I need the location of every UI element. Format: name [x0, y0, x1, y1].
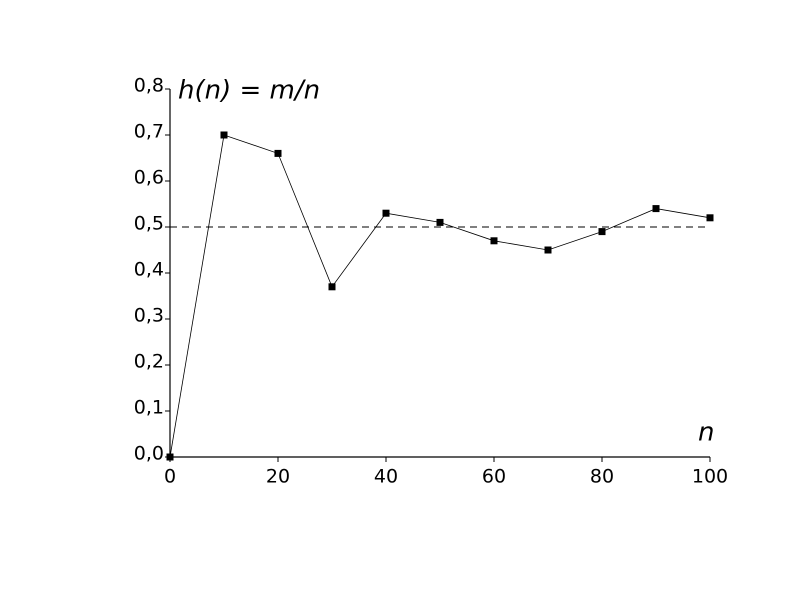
- y-axis-label: h(n) = m/n: [178, 76, 320, 106]
- y-tick-label: 0,7: [134, 121, 164, 143]
- data-line: [169, 134, 711, 458]
- y-tick-label: 0,1: [134, 397, 164, 419]
- y-tick-label: 0,8: [134, 75, 164, 97]
- data-point: [166, 453, 174, 461]
- x-tick-label: 40: [374, 466, 398, 488]
- x-tick-label: 100: [692, 466, 728, 488]
- data-point: [490, 237, 498, 245]
- x-tick-label: 60: [482, 466, 506, 488]
- y-tick-label: 0,2: [134, 351, 164, 373]
- data-point: [598, 228, 606, 236]
- data-point: [706, 214, 714, 222]
- data-point: [382, 209, 390, 217]
- x-axis-label: n: [698, 418, 714, 448]
- data-point: [436, 218, 444, 226]
- y-tick-label: 0,5: [134, 213, 164, 235]
- y-tick-label: 0,6: [134, 167, 164, 189]
- data-point: [652, 205, 660, 213]
- data-point: [274, 149, 282, 157]
- y-tick-label: 0,4: [134, 259, 164, 281]
- x-tick-label: 0: [164, 466, 176, 488]
- data-point: [220, 131, 228, 139]
- x-tick-label: 80: [590, 466, 614, 488]
- y-tick-label: 0,0: [134, 443, 164, 465]
- x-tick-label: 20: [266, 466, 290, 488]
- y-tick-label: 0,3: [134, 305, 164, 327]
- data-point: [544, 246, 552, 254]
- data-point: [328, 283, 336, 291]
